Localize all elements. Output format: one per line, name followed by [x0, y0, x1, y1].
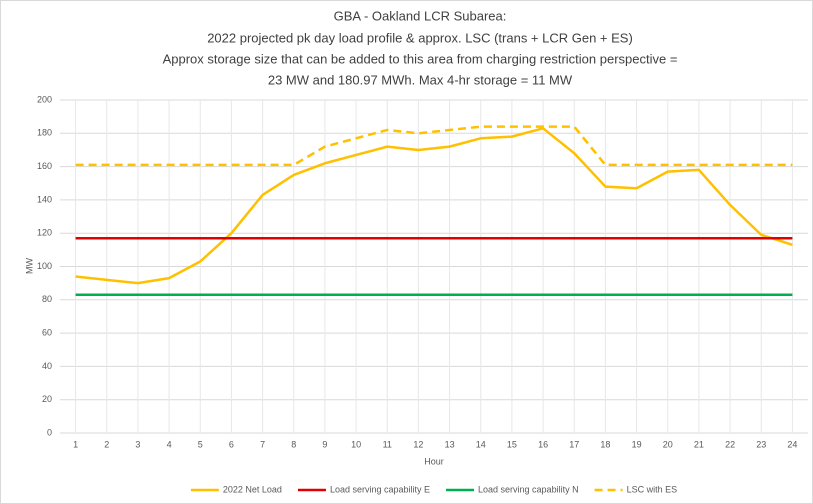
legend-label: 2022 Net Load: [223, 484, 282, 494]
x-tick-label: 4: [167, 439, 172, 449]
chart-title: GBA - Oakland LCR Subarea:: [334, 8, 507, 23]
x-tick-label: 19: [632, 439, 642, 449]
chart-title: 23 MW and 180.97 MWh. Max 4-hr storage =…: [268, 72, 573, 87]
legend-label: Load serving capability E: [330, 484, 430, 494]
x-tick-label: 7: [260, 439, 265, 449]
y-tick-label: 60: [42, 327, 52, 337]
x-tick-label: 18: [600, 439, 610, 449]
legend-label: Load serving capability N: [478, 484, 579, 494]
y-tick-label: 80: [42, 294, 52, 304]
x-axis-label: Hour: [424, 456, 444, 466]
y-tick-label: 160: [37, 161, 52, 171]
x-tick-label: 20: [663, 439, 673, 449]
x-tick-label: 12: [413, 439, 423, 449]
y-axis-label: MW: [24, 258, 34, 274]
chart-title: Approx storage size that can be added to…: [163, 51, 678, 66]
series-line: [75, 125, 793, 167]
x-tick-label: 2: [104, 439, 109, 449]
series-line: [75, 127, 793, 285]
y-tick-label: 100: [37, 261, 52, 271]
x-tick-label: 17: [569, 439, 579, 449]
x-tick-label: 1: [73, 439, 78, 449]
x-tick-label: 16: [538, 439, 548, 449]
y-tick-label: 120: [37, 228, 52, 238]
x-tick-label: 11: [383, 439, 392, 449]
chart-title: 2022 projected pk day load profile & app…: [207, 30, 633, 45]
y-tick-label: 20: [42, 394, 52, 404]
x-tick-label: 24: [787, 439, 797, 449]
y-tick-label: 40: [42, 361, 52, 371]
x-tick-label: 15: [507, 439, 517, 449]
x-tick-label: 13: [445, 439, 455, 449]
legend-label: LSC with ES: [627, 484, 678, 494]
y-tick-label: 140: [37, 194, 52, 204]
x-tick-label: 3: [135, 439, 140, 449]
x-tick-label: 10: [351, 439, 361, 449]
x-tick-label: 22: [725, 439, 735, 449]
x-tick-label: 9: [322, 439, 327, 449]
y-tick-label: 180: [37, 128, 52, 138]
x-tick-label: 23: [756, 439, 766, 449]
x-tick-label: 14: [476, 439, 486, 449]
y-tick-label: 200: [37, 94, 52, 104]
y-tick-label: 0: [47, 427, 52, 437]
x-tick-label: 8: [291, 439, 296, 449]
x-tick-label: 21: [694, 439, 704, 449]
x-tick-label: 6: [229, 439, 234, 449]
x-tick-label: 5: [198, 439, 203, 449]
